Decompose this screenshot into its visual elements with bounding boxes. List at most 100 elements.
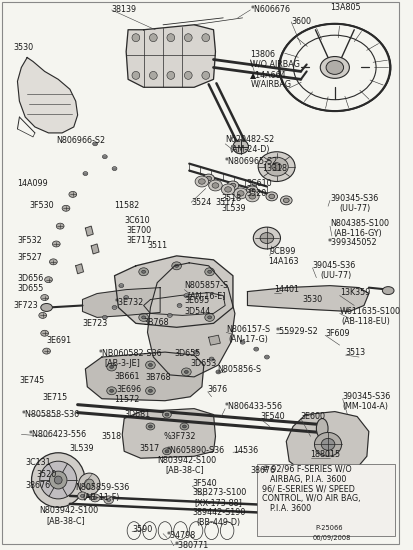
Text: 3E745: 3E745 (19, 376, 45, 386)
Polygon shape (286, 411, 369, 476)
Polygon shape (114, 256, 233, 327)
Ellipse shape (209, 357, 214, 361)
Ellipse shape (321, 438, 335, 450)
Ellipse shape (233, 140, 249, 154)
Text: (AB-116-GY): (AB-116-GY) (334, 229, 382, 238)
Ellipse shape (43, 348, 50, 354)
Text: 3600: 3600 (291, 17, 311, 26)
Ellipse shape (203, 174, 214, 183)
Text: 3E700: 3E700 (126, 226, 151, 235)
Text: 3L539: 3L539 (70, 444, 95, 453)
Ellipse shape (107, 387, 116, 395)
Ellipse shape (149, 364, 152, 366)
Polygon shape (83, 288, 160, 317)
Text: 3518: 3518 (102, 432, 122, 441)
Text: N805859-S36: N805859-S36 (76, 483, 130, 492)
Text: 3C610: 3C610 (124, 216, 150, 225)
Text: (AN-17-G): (AN-17-G) (228, 335, 268, 344)
Text: 389442-S190: 389442-S190 (192, 508, 246, 517)
Ellipse shape (81, 494, 84, 497)
Text: 3L539: 3L539 (221, 204, 246, 213)
Ellipse shape (326, 60, 344, 74)
Text: 3B661: 3B661 (114, 372, 140, 381)
Ellipse shape (142, 270, 145, 273)
Ellipse shape (167, 72, 175, 79)
Text: [AB-38-C]: [AB-38-C] (165, 466, 204, 475)
Text: *34798: *34798 (167, 531, 196, 540)
Text: 3520: 3520 (37, 470, 57, 478)
Ellipse shape (202, 72, 210, 79)
Ellipse shape (180, 423, 189, 430)
Ellipse shape (139, 314, 149, 321)
Ellipse shape (177, 304, 182, 307)
Text: 14A099: 14A099 (17, 179, 48, 188)
Ellipse shape (175, 265, 178, 267)
Text: ▲14A664: ▲14A664 (250, 70, 287, 79)
Ellipse shape (283, 198, 289, 202)
Ellipse shape (247, 186, 258, 195)
Ellipse shape (163, 411, 171, 418)
Ellipse shape (107, 363, 116, 371)
Ellipse shape (132, 34, 140, 42)
Text: 3676: 3676 (208, 386, 228, 394)
Text: *380771: *380771 (175, 541, 209, 550)
Ellipse shape (240, 340, 245, 344)
Text: [AN-16-E]: [AN-16-E] (188, 291, 226, 300)
Polygon shape (209, 336, 220, 345)
Ellipse shape (172, 262, 181, 270)
Ellipse shape (183, 425, 186, 428)
Ellipse shape (139, 268, 149, 276)
Ellipse shape (104, 496, 114, 504)
Ellipse shape (78, 473, 100, 495)
Text: 3F609: 3F609 (325, 329, 350, 338)
Text: N805857-S: N805857-S (184, 281, 229, 290)
Ellipse shape (90, 494, 100, 502)
Text: 3F540: 3F540 (192, 478, 217, 487)
Polygon shape (17, 58, 78, 133)
Ellipse shape (165, 413, 169, 416)
Ellipse shape (110, 389, 114, 392)
Ellipse shape (119, 284, 124, 288)
Ellipse shape (145, 361, 155, 369)
Text: (BB-449-D): (BB-449-D) (196, 518, 240, 527)
Text: 13K359: 13K359 (339, 288, 370, 297)
Ellipse shape (280, 196, 292, 205)
Ellipse shape (194, 350, 199, 354)
Ellipse shape (249, 194, 256, 199)
Ellipse shape (208, 270, 211, 273)
Ellipse shape (149, 389, 152, 392)
Text: [AB-38-C]: [AB-38-C] (47, 516, 85, 525)
Ellipse shape (56, 223, 64, 229)
Ellipse shape (93, 497, 97, 499)
Polygon shape (147, 263, 235, 377)
Text: [AB-3-JE]: [AB-3-JE] (105, 359, 141, 367)
Polygon shape (85, 352, 204, 401)
Text: N805856-S: N805856-S (217, 365, 261, 375)
Ellipse shape (260, 233, 274, 244)
Ellipse shape (184, 34, 192, 42)
Text: 38676: 38676 (25, 481, 50, 491)
Text: (MM-104-A): (MM-104-A) (343, 402, 389, 411)
Ellipse shape (199, 179, 205, 184)
Ellipse shape (206, 177, 211, 181)
Ellipse shape (165, 450, 169, 453)
Ellipse shape (146, 423, 155, 430)
Text: 06/09/2008: 06/09/2008 (313, 535, 351, 541)
Text: 3E695: 3E695 (184, 296, 210, 305)
Ellipse shape (107, 498, 111, 502)
Text: 3518: 3518 (221, 194, 242, 203)
Ellipse shape (55, 476, 62, 484)
Text: N803942-S100: N803942-S100 (39, 507, 98, 515)
Text: 3BB273-S100: 3BB273-S100 (192, 488, 247, 497)
Text: N620482-S2: N620482-S2 (225, 135, 274, 144)
Text: 3E691: 3E691 (47, 336, 72, 345)
Text: 3E723: 3E723 (83, 319, 108, 328)
Text: 3524: 3524 (191, 198, 211, 207)
Ellipse shape (167, 314, 172, 317)
Ellipse shape (50, 471, 67, 489)
Ellipse shape (124, 295, 128, 300)
Text: 3F540: 3F540 (260, 412, 285, 421)
Text: CONTROL, W/O AIR BAG,: CONTROL, W/O AIR BAG, (262, 494, 361, 503)
Ellipse shape (265, 157, 288, 176)
Ellipse shape (212, 183, 219, 188)
